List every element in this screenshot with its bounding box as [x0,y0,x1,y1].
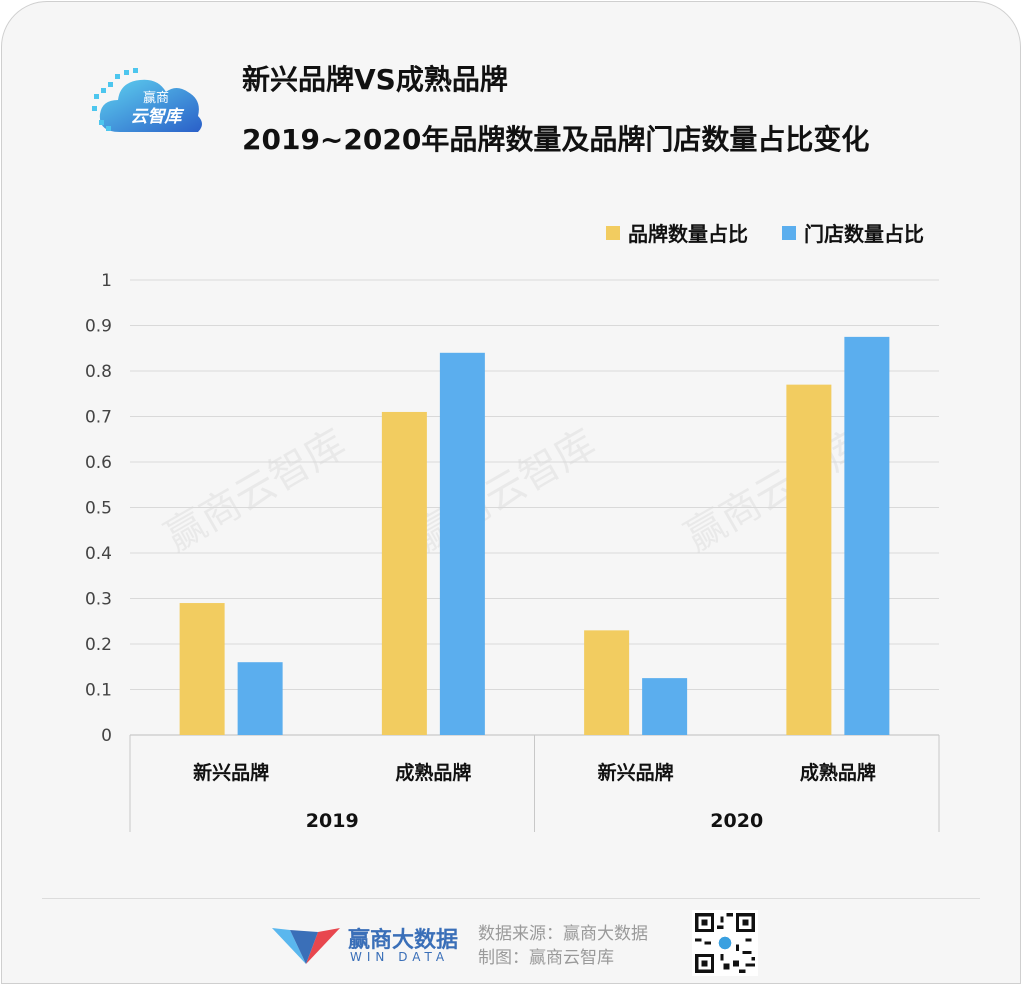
legend-swatch-brand-share [606,225,620,240]
legend: 品牌数量占比 门店数量占比 [606,218,924,247]
y-tick-label: 0.8 [85,362,112,382]
legend-item-brand-share: 品牌数量占比 [606,218,748,247]
legend-label-brand-share: 品牌数量占比 [628,222,748,246]
x-group-label: 2020 [710,810,763,832]
y-tick-label: 0.3 [85,590,112,610]
y-tick-label: 1 [101,271,112,291]
logo-text-top: 赢商 [143,90,169,106]
logo-text-bottom: 云智库 [131,107,185,127]
y-tick-label: 0.6 [85,453,112,473]
footer-source: 数据来源：赢商大数据 制图：赢商云智库 [478,922,648,970]
bar-store-share [439,352,485,735]
footer-brand-cn: 赢商大数据 [348,928,459,953]
y-tick-label: 0.5 [85,499,112,519]
x-group-label: 2019 [306,810,359,832]
watermark-text: 赢商云智库 [677,421,873,561]
legend-item-store-share: 门店数量占比 [782,218,924,247]
qr-code-icon [692,910,758,976]
source-line: 数据来源：赢商大数据 [478,924,648,944]
watermark-text: 赢商云智库 [157,421,353,561]
title-line-1: 新兴品牌VS成熟品牌 [242,63,508,96]
x-category-label: 成熟品牌 [800,761,876,784]
watermark-text: 赢商云智库 [407,421,603,561]
x-category-label: 新兴品牌 [598,761,674,784]
title-line-2: 2019~2020年品牌数量及品牌门店数量占比变化 [242,123,870,156]
y-tick-label: 0.2 [85,635,112,655]
bar-store-share [642,678,688,735]
bar-brand-share [786,384,832,735]
bar-brand-share [381,411,427,735]
x-category-label: 成熟品牌 [395,761,471,784]
footer-brand-en: WIN DATA [350,950,450,964]
y-tick-label: 0.1 [85,681,112,701]
x-category-label: 新兴品牌 [193,761,269,784]
win-data-logo-icon [272,928,340,964]
bar-brand-share [179,603,225,735]
bar-chart: 赢商云智库 赢商云智库 赢商云智库00.10.20.30.40.50.60.70.8… [85,271,940,832]
legend-swatch-store-share [782,225,796,240]
y-tick-label: 0.9 [85,317,112,337]
bar-store-share [237,662,283,735]
credit-line: 制图：赢商云智库 [478,948,614,968]
y-tick-label: 0.4 [85,544,112,564]
bar-brand-share [584,630,630,735]
y-tick-label: 0.7 [85,408,112,428]
cloud-logo-icon: 赢商 云智库 [92,68,202,132]
bar-store-share [844,336,890,735]
footer-divider [42,898,980,899]
y-tick-label: 0 [101,726,112,746]
legend-label-store-share: 门店数量占比 [804,222,924,246]
